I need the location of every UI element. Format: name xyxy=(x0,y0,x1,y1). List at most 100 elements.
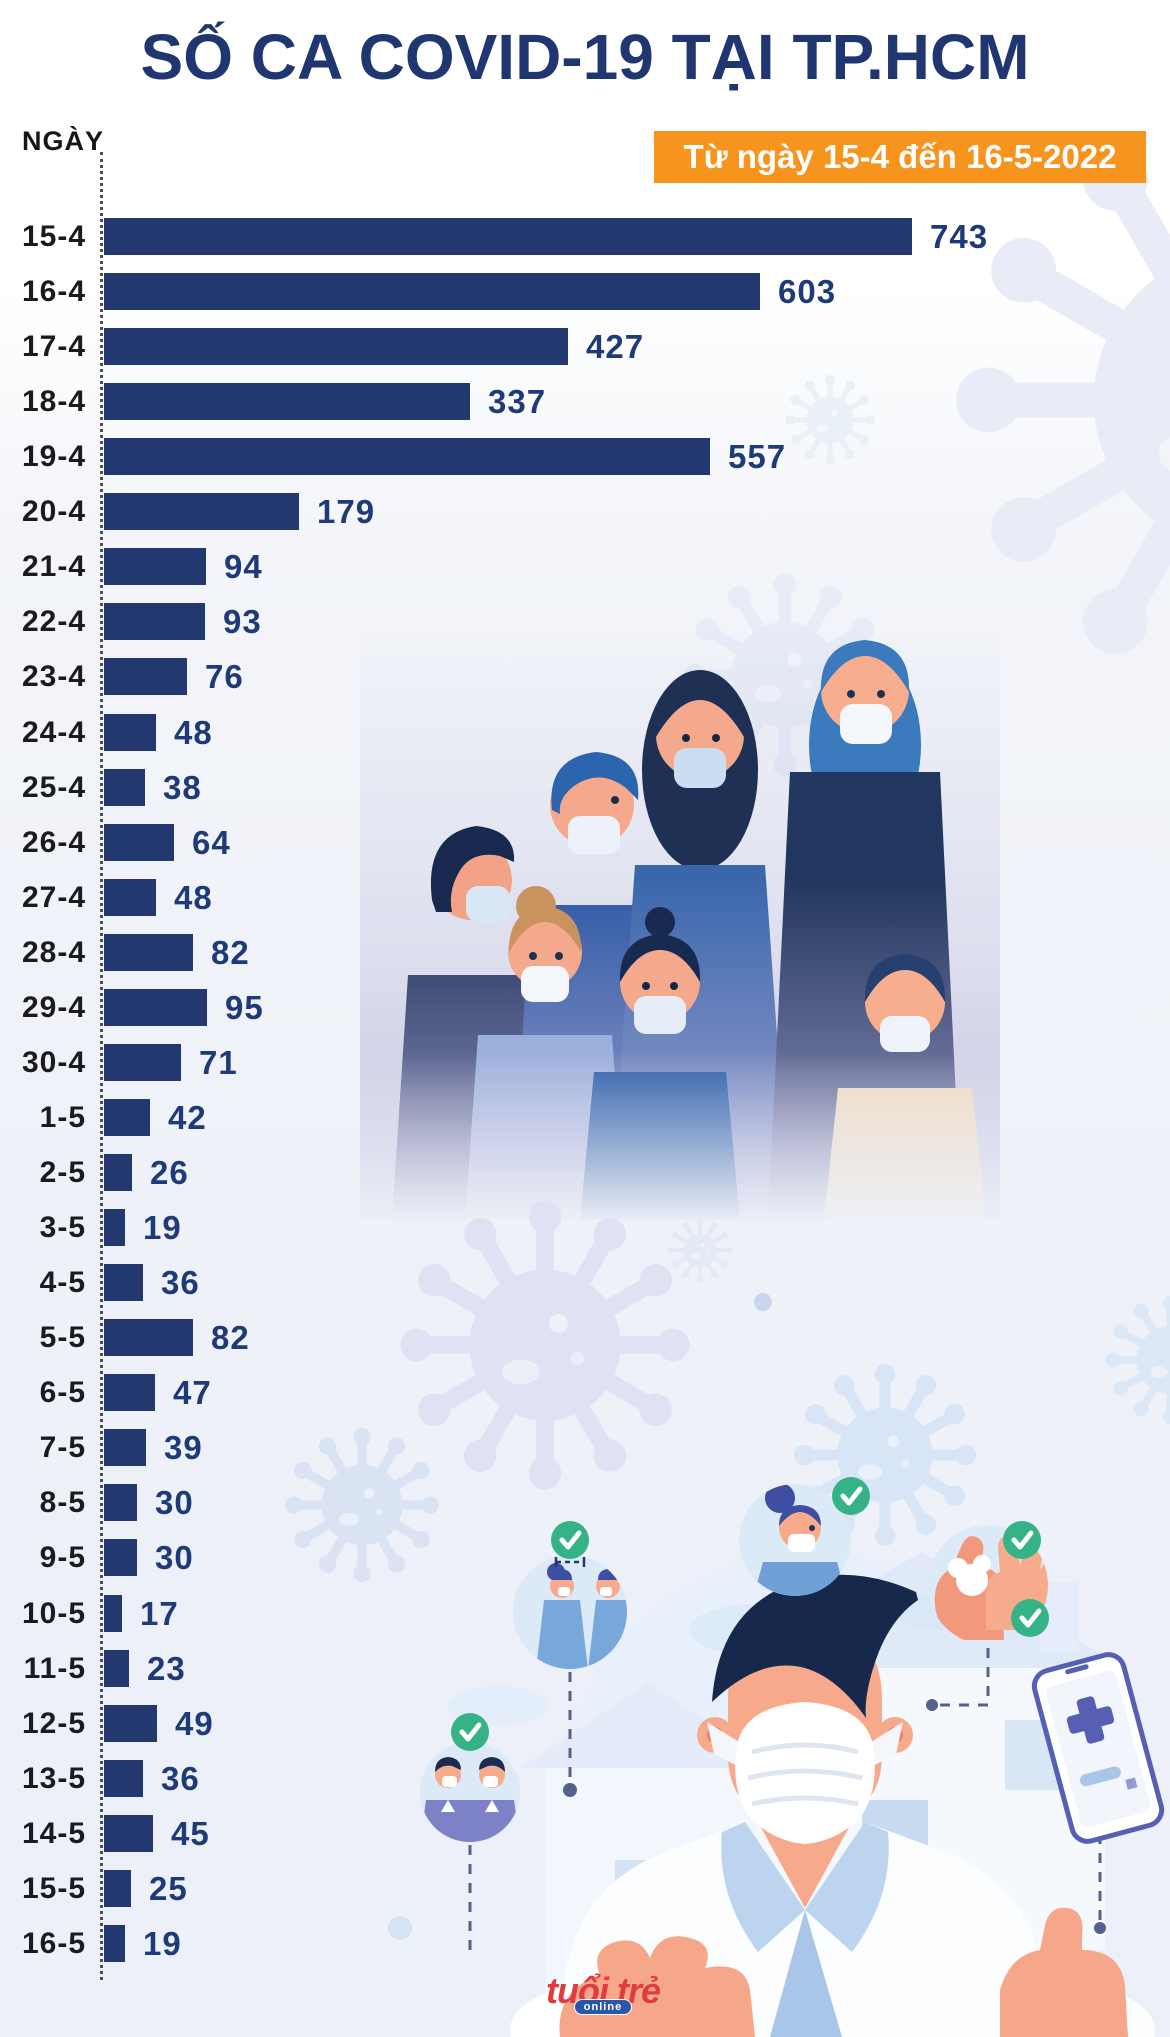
value-label: 30 xyxy=(155,1538,194,1576)
chart-row: 3-5 19 xyxy=(0,1209,1170,1246)
value-label: 93 xyxy=(223,602,262,640)
chart-row: 14-5 45 xyxy=(0,1815,1170,1852)
chart-row: 26-4 64 xyxy=(0,824,1170,861)
bar xyxy=(104,1264,143,1301)
category-label: 1-5 xyxy=(39,1100,86,1134)
bar xyxy=(104,714,156,751)
bar xyxy=(104,658,187,695)
bar xyxy=(104,1595,122,1632)
chart-row: 11-5 23 xyxy=(0,1650,1170,1687)
chart-row: 19-4 557 xyxy=(0,438,1170,475)
bar xyxy=(104,1374,155,1411)
category-label: 13-5 xyxy=(21,1761,86,1795)
value-label: 42 xyxy=(168,1098,207,1136)
bar xyxy=(104,1484,137,1521)
value-label: 49 xyxy=(175,1704,214,1742)
category-label: 2-5 xyxy=(39,1155,86,1189)
bar xyxy=(104,1815,153,1852)
value-label: 17 xyxy=(140,1594,179,1632)
value-label: 30 xyxy=(155,1483,194,1521)
bar xyxy=(104,383,470,420)
chart-row: 27-4 48 xyxy=(0,879,1170,916)
chart-row: 6-5 47 xyxy=(0,1374,1170,1411)
category-label: 16-4 xyxy=(21,274,86,308)
category-label: 28-4 xyxy=(21,935,86,969)
value-label: 25 xyxy=(149,1869,188,1907)
bar xyxy=(104,1209,125,1246)
value-label: 557 xyxy=(728,437,787,475)
category-label: 9-5 xyxy=(39,1540,86,1574)
value-label: 64 xyxy=(192,823,231,861)
bar xyxy=(104,1870,131,1907)
chart-row: 28-4 82 xyxy=(0,934,1170,971)
category-label: 18-4 xyxy=(21,384,86,418)
chart-row: 18-4 337 xyxy=(0,383,1170,420)
category-label: 30-4 xyxy=(21,1045,86,1079)
category-label: 4-5 xyxy=(39,1265,86,1299)
chart-row: 12-5 49 xyxy=(0,1705,1170,1742)
category-label: 16-5 xyxy=(21,1926,86,1960)
chart-row: 1-5 42 xyxy=(0,1099,1170,1136)
bar xyxy=(104,1539,137,1576)
bar xyxy=(104,493,299,530)
bar xyxy=(104,934,193,971)
value-label: 26 xyxy=(150,1153,189,1191)
y-axis-line xyxy=(100,152,103,1980)
category-label: 12-5 xyxy=(21,1706,86,1740)
bar xyxy=(104,218,912,255)
value-label: 71 xyxy=(199,1043,238,1081)
category-label: 15-5 xyxy=(21,1871,86,1905)
bar xyxy=(104,548,206,585)
bar xyxy=(104,1154,132,1191)
date-range-badge: Từ ngày 15-4 đến 16-5-2022 xyxy=(654,131,1146,183)
category-label: 10-5 xyxy=(21,1596,86,1630)
chart-row: 29-4 95 xyxy=(0,989,1170,1026)
category-label: 19-4 xyxy=(21,439,86,473)
bar xyxy=(104,989,207,1026)
chart-row: 30-4 71 xyxy=(0,1044,1170,1081)
bar xyxy=(104,824,174,861)
chart-row: 17-4 427 xyxy=(0,328,1170,365)
bar xyxy=(104,1760,143,1797)
bar xyxy=(104,438,710,475)
value-label: 427 xyxy=(586,327,645,365)
chart-row: 2-5 26 xyxy=(0,1154,1170,1191)
chart-row: 16-4 603 xyxy=(0,273,1170,310)
bar xyxy=(104,1099,150,1136)
page-title: SỐ CA COVID-19 TẠI TP.HCM xyxy=(140,21,1030,93)
bar xyxy=(104,1925,125,1962)
logo-online-badge: online xyxy=(573,1999,633,2015)
category-label: 24-4 xyxy=(21,715,86,749)
category-label: 27-4 xyxy=(21,880,86,914)
category-label: 3-5 xyxy=(39,1210,86,1244)
bar xyxy=(104,1705,157,1742)
value-label: 48 xyxy=(174,713,213,751)
value-label: 82 xyxy=(211,933,250,971)
chart-row: 15-5 25 xyxy=(0,1870,1170,1907)
bar xyxy=(104,328,568,365)
category-label: 11-5 xyxy=(23,1651,86,1685)
category-label: 22-4 xyxy=(21,604,86,638)
category-label: 7-5 xyxy=(39,1430,86,1464)
category-label: 8-5 xyxy=(39,1485,86,1519)
value-label: 19 xyxy=(143,1208,182,1246)
bar xyxy=(104,273,760,310)
chart-row: 20-4 179 xyxy=(0,493,1170,530)
value-label: 23 xyxy=(147,1649,186,1687)
value-label: 603 xyxy=(778,272,837,310)
chart-row: 4-5 36 xyxy=(0,1264,1170,1301)
value-label: 179 xyxy=(317,492,376,530)
value-label: 743 xyxy=(930,217,989,255)
value-label: 95 xyxy=(225,988,264,1026)
value-label: 94 xyxy=(224,547,263,585)
value-label: 48 xyxy=(174,878,213,916)
value-label: 38 xyxy=(163,768,202,806)
bar xyxy=(104,603,205,640)
value-label: 47 xyxy=(173,1373,212,1411)
bar xyxy=(104,1650,129,1687)
category-label: 17-4 xyxy=(21,329,86,363)
bar xyxy=(104,879,156,916)
value-label: 45 xyxy=(171,1814,210,1852)
bar xyxy=(104,1044,181,1081)
chart-row: 24-4 48 xyxy=(0,714,1170,751)
